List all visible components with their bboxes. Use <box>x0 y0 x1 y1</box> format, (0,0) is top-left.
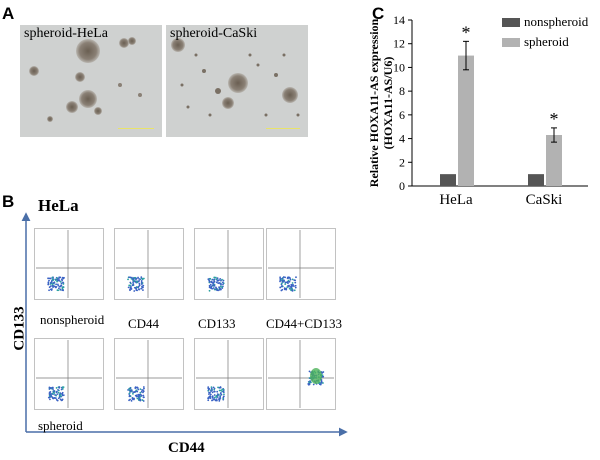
micrograph-hela: spheroid-HeLa <box>20 25 162 137</box>
legend-swatch-nonspheroid <box>502 18 520 27</box>
scale-bar <box>118 128 154 129</box>
legend-swatch-spheroid <box>502 38 520 47</box>
col-label-nonspheroid: nonspheroid <box>40 312 105 327</box>
y-tick-label: 0 <box>399 179 405 193</box>
x-tick-label: HeLa <box>439 192 473 208</box>
flow-plot <box>34 338 104 410</box>
y-tick-label: 10 <box>393 60 405 74</box>
expression-bar-chart: 0 2 4 6 8 10 12 14 * HeLa * CaSki Relative HOXA11-AS… <box>367 13 589 208</box>
y-axis-title: CD133 <box>11 306 28 351</box>
flow-plot <box>114 228 184 300</box>
bar-spheroid <box>546 135 562 186</box>
y-tick-label: 2 <box>399 155 405 169</box>
y-tick-label: 6 <box>399 108 405 122</box>
x-axis-title: CD44 <box>168 440 205 456</box>
significance-star: * <box>550 109 559 129</box>
scale-bar <box>266 128 300 129</box>
panel-b-letter: B <box>2 192 15 211</box>
legend-label-spheroid: spheroid <box>524 34 569 49</box>
flow-plot <box>266 338 336 410</box>
cell-line-label: HeLa <box>38 196 79 215</box>
flow-plot <box>194 228 264 300</box>
panel-c-letter: C <box>372 4 385 23</box>
legend-label-nonspheroid: nonspheroid <box>524 14 589 29</box>
y-axis-label-unit: (HOXA11-AS/U6) <box>381 57 395 150</box>
row-label-spheroid: spheroid <box>38 418 83 433</box>
caski-spheroids <box>171 38 300 117</box>
micrograph-hela-label: spheroid-HeLa <box>24 26 108 41</box>
bar-spheroid <box>458 55 474 187</box>
micrograph-caski-label: spheroid-CaSki <box>170 26 258 41</box>
flow-axes <box>21 212 348 437</box>
y-tick-label: 8 <box>399 84 405 98</box>
y-tick-label: 14 <box>393 13 405 27</box>
y-tick-label: 12 <box>393 37 405 51</box>
flow-plot <box>114 338 184 410</box>
panel-a-letter: A <box>2 4 15 23</box>
micrograph-caski: spheroid-CaSki <box>166 25 308 137</box>
y-tick-label: 4 <box>399 132 405 146</box>
col-label-cd44-cd133: CD44+CD133 <box>266 316 342 331</box>
bar-nonspheroid <box>440 174 456 186</box>
hela-spheroids <box>29 37 142 122</box>
y-axis-label: Relative HOXA11-AS expression <box>367 18 381 187</box>
flow-plot <box>194 338 264 410</box>
bar-nonspheroid <box>528 174 544 186</box>
x-tick-label: CaSki <box>526 192 563 208</box>
significance-star: * <box>462 22 471 42</box>
flow-plot <box>266 228 336 300</box>
col-label-cd133: CD133 <box>198 316 236 331</box>
flow-plot <box>34 228 104 300</box>
col-label-cd44: CD44 <box>128 316 160 331</box>
